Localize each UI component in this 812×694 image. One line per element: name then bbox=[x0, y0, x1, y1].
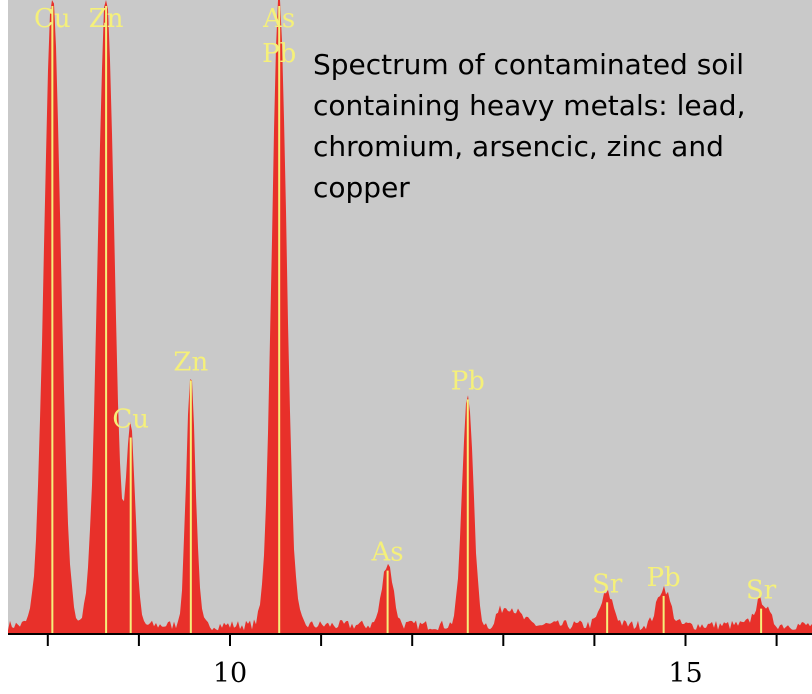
peak-lines-layer bbox=[51, 6, 763, 634]
spectrum-layer bbox=[8, 0, 812, 634]
peak-label-4-0: As bbox=[262, 4, 295, 34]
peak-label-7: Sr bbox=[592, 569, 623, 599]
x-tick-label-10: 10 bbox=[213, 658, 247, 689]
spectrum-annotation: Spectrum of contaminated soil containing… bbox=[313, 48, 746, 204]
spectrum-area bbox=[8, 0, 812, 634]
peak-label-3: Zn bbox=[173, 347, 208, 377]
peak-label-5: As bbox=[371, 538, 404, 568]
peak-label-8: Pb bbox=[647, 563, 681, 593]
peak-label-6: Pb bbox=[451, 366, 485, 396]
peak-labels-layer: Cu Zn Cu Zn As Pb As Pb Sr Pb Sr bbox=[34, 4, 777, 606]
peak-label-4-1: Pb bbox=[262, 39, 296, 69]
x-tick-label-15: 15 bbox=[668, 658, 702, 689]
peak-label-1: Zn bbox=[89, 4, 124, 34]
plot-background bbox=[8, 0, 812, 634]
x-ticks-layer: 10 15 bbox=[46, 634, 778, 689]
peak-label-0: Cu bbox=[34, 4, 71, 34]
peak-label-9: Sr bbox=[746, 576, 777, 606]
peak-label-2: Cu bbox=[112, 404, 149, 434]
